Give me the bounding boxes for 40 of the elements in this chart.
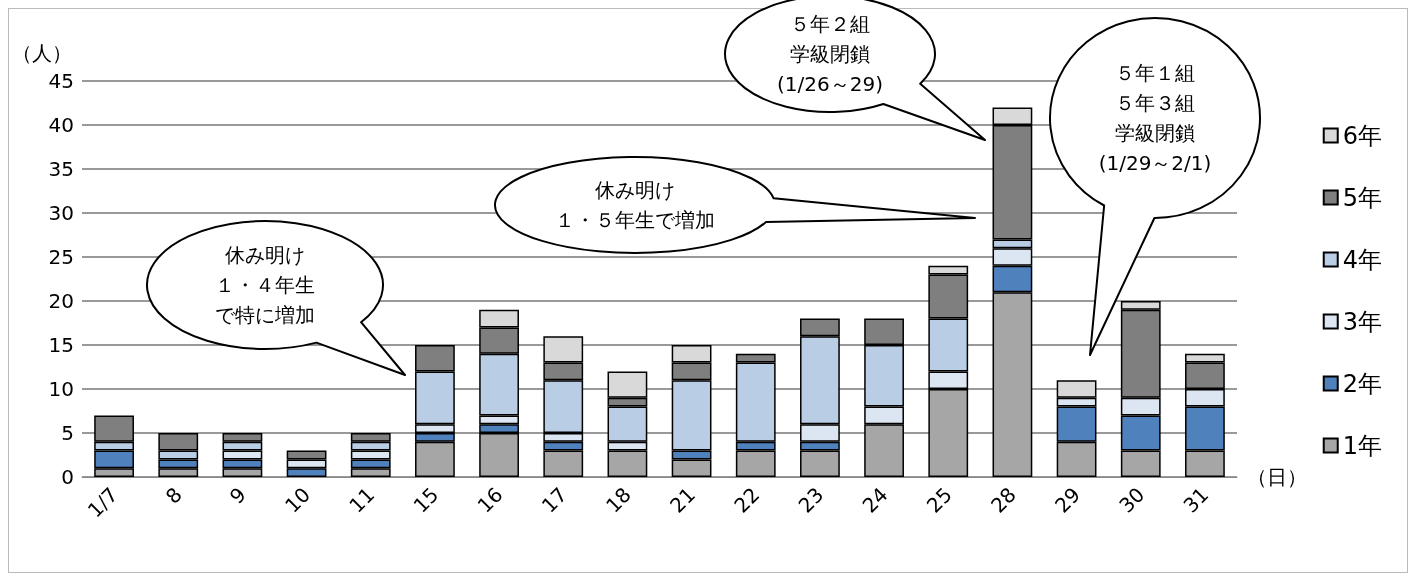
x-tick-label: 31: [1178, 482, 1214, 518]
x-tick-label: 8: [160, 482, 187, 509]
x-tick-label: 25: [921, 482, 957, 518]
x-axis-title: （日）: [1247, 465, 1307, 489]
legend-label: 5年: [1342, 183, 1383, 212]
y-axis-title: （人）: [12, 41, 72, 65]
y-tick-label: 30: [48, 201, 74, 225]
x-tick-label: 28: [985, 482, 1021, 518]
x-tick-label: 10: [280, 482, 316, 518]
x-tick-label: 1/7: [82, 482, 123, 523]
y-tick-label: 15: [48, 333, 74, 357]
annotation: 休み明け１・４年生で特に増加: [214, 242, 316, 329]
annotation: ５年２組学級閉鎖(1/26～29): [776, 11, 884, 98]
legend-label: 2年: [1342, 369, 1383, 398]
y-tick-label: 10: [48, 377, 74, 401]
x-tick-label: 21: [665, 482, 701, 518]
x-tick-label: 24: [857, 482, 893, 518]
y-tick-label: 5: [61, 421, 74, 445]
annotation: 休み明け１・５年生で増加: [554, 177, 716, 234]
x-tick-label: 30: [1114, 482, 1150, 518]
x-tick-label: 11: [344, 482, 380, 518]
legend-label: 1年: [1342, 431, 1383, 460]
x-tick-label: 23: [793, 482, 829, 518]
legend-label: 3年: [1342, 307, 1383, 336]
annotation: ５年１組５年３組学級閉鎖(1/29～2/1): [1097, 60, 1213, 177]
y-tick-label: 45: [48, 69, 74, 93]
x-tick-label: 17: [536, 482, 572, 518]
legend-label: 4年: [1342, 245, 1383, 274]
y-tick-label: 40: [48, 113, 74, 137]
y-tick-label: 20: [48, 289, 74, 313]
y-tick-label: 0: [61, 465, 74, 489]
y-tick-label: 25: [48, 245, 74, 269]
x-tick-label: 9: [224, 482, 251, 509]
legend-label: 6年: [1342, 121, 1383, 150]
x-tick-label: 22: [729, 482, 765, 518]
x-tick-label: 29: [1050, 482, 1086, 518]
x-tick-label: 16: [472, 482, 508, 518]
x-tick-label: 18: [600, 482, 636, 518]
x-tick-label: 15: [408, 482, 444, 518]
y-tick-label: 35: [48, 157, 74, 181]
